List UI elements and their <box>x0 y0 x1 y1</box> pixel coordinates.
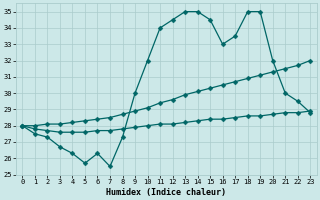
X-axis label: Humidex (Indice chaleur): Humidex (Indice chaleur) <box>106 188 226 197</box>
